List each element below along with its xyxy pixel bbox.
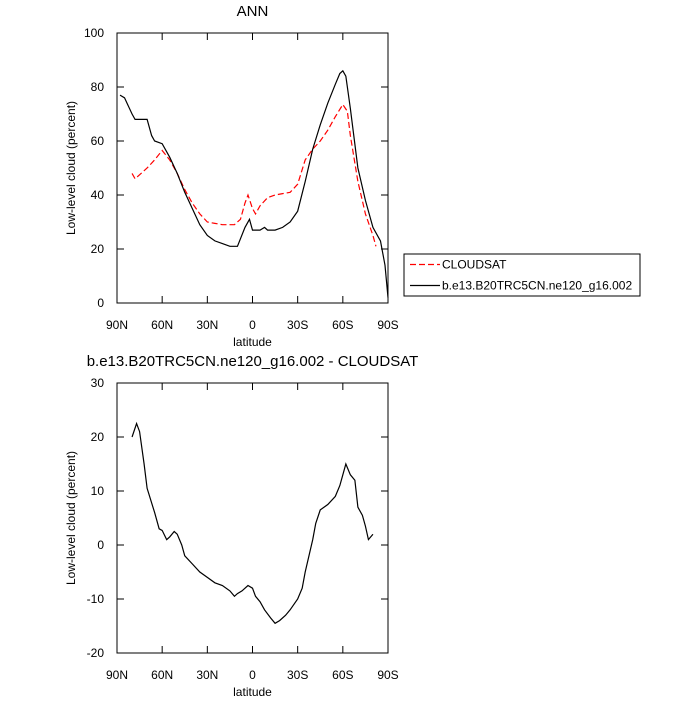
legend-label: CLOUDSAT xyxy=(442,258,507,272)
x-tick-label: 60S xyxy=(332,318,353,332)
x-tick-label: 90N xyxy=(106,318,128,332)
legend-label: b.e13.B20TRC5CN.ne120_g16.002 xyxy=(442,279,632,293)
y-tick-label: 80 xyxy=(91,80,105,94)
y-tick-label: 0 xyxy=(97,296,104,310)
plot-frame xyxy=(116,382,389,654)
x-tick-label: 60S xyxy=(332,668,353,682)
y-tick-label: -10 xyxy=(87,592,105,606)
y-tick-label: -20 xyxy=(87,646,105,660)
y-tick-label: 100 xyxy=(84,26,104,40)
x-tick-label: 0 xyxy=(249,318,256,332)
x-axis-label: latitude xyxy=(233,685,272,699)
y-tick-label: 0 xyxy=(97,538,104,552)
y-tick-label: 30 xyxy=(91,376,105,390)
plot-frame xyxy=(116,32,389,304)
y-axis-label: Low-level cloud (percent) xyxy=(64,451,78,585)
x-tick-label: 60N xyxy=(151,668,173,682)
y-axis-label: Low-level cloud (percent) xyxy=(64,101,78,235)
chart-title: ANN xyxy=(237,3,269,20)
x-tick-label: 30S xyxy=(287,318,308,332)
x-tick-label: 90N xyxy=(106,668,128,682)
y-tick-label: 10 xyxy=(91,484,105,498)
x-axis-label: latitude xyxy=(233,335,272,349)
x-tick-label: 60N xyxy=(151,318,173,332)
x-tick-label: 90S xyxy=(377,668,398,682)
x-tick-label: 0 xyxy=(249,668,256,682)
y-tick-label: 20 xyxy=(91,242,105,256)
x-tick-label: 30N xyxy=(196,668,218,682)
x-tick-label: 30N xyxy=(196,318,218,332)
data-line xyxy=(131,421,374,625)
y-tick-label: 40 xyxy=(91,188,105,202)
data-line xyxy=(119,69,389,298)
chart-title: b.e13.B20TRC5CN.ne120_g16.002 - CLOUDSAT xyxy=(87,353,419,370)
data-line xyxy=(131,103,377,247)
x-tick-label: 30S xyxy=(287,668,308,682)
y-tick-label: 60 xyxy=(91,134,105,148)
legend-box xyxy=(403,253,641,297)
x-tick-label: 90S xyxy=(377,318,398,332)
y-tick-label: 20 xyxy=(91,430,105,444)
